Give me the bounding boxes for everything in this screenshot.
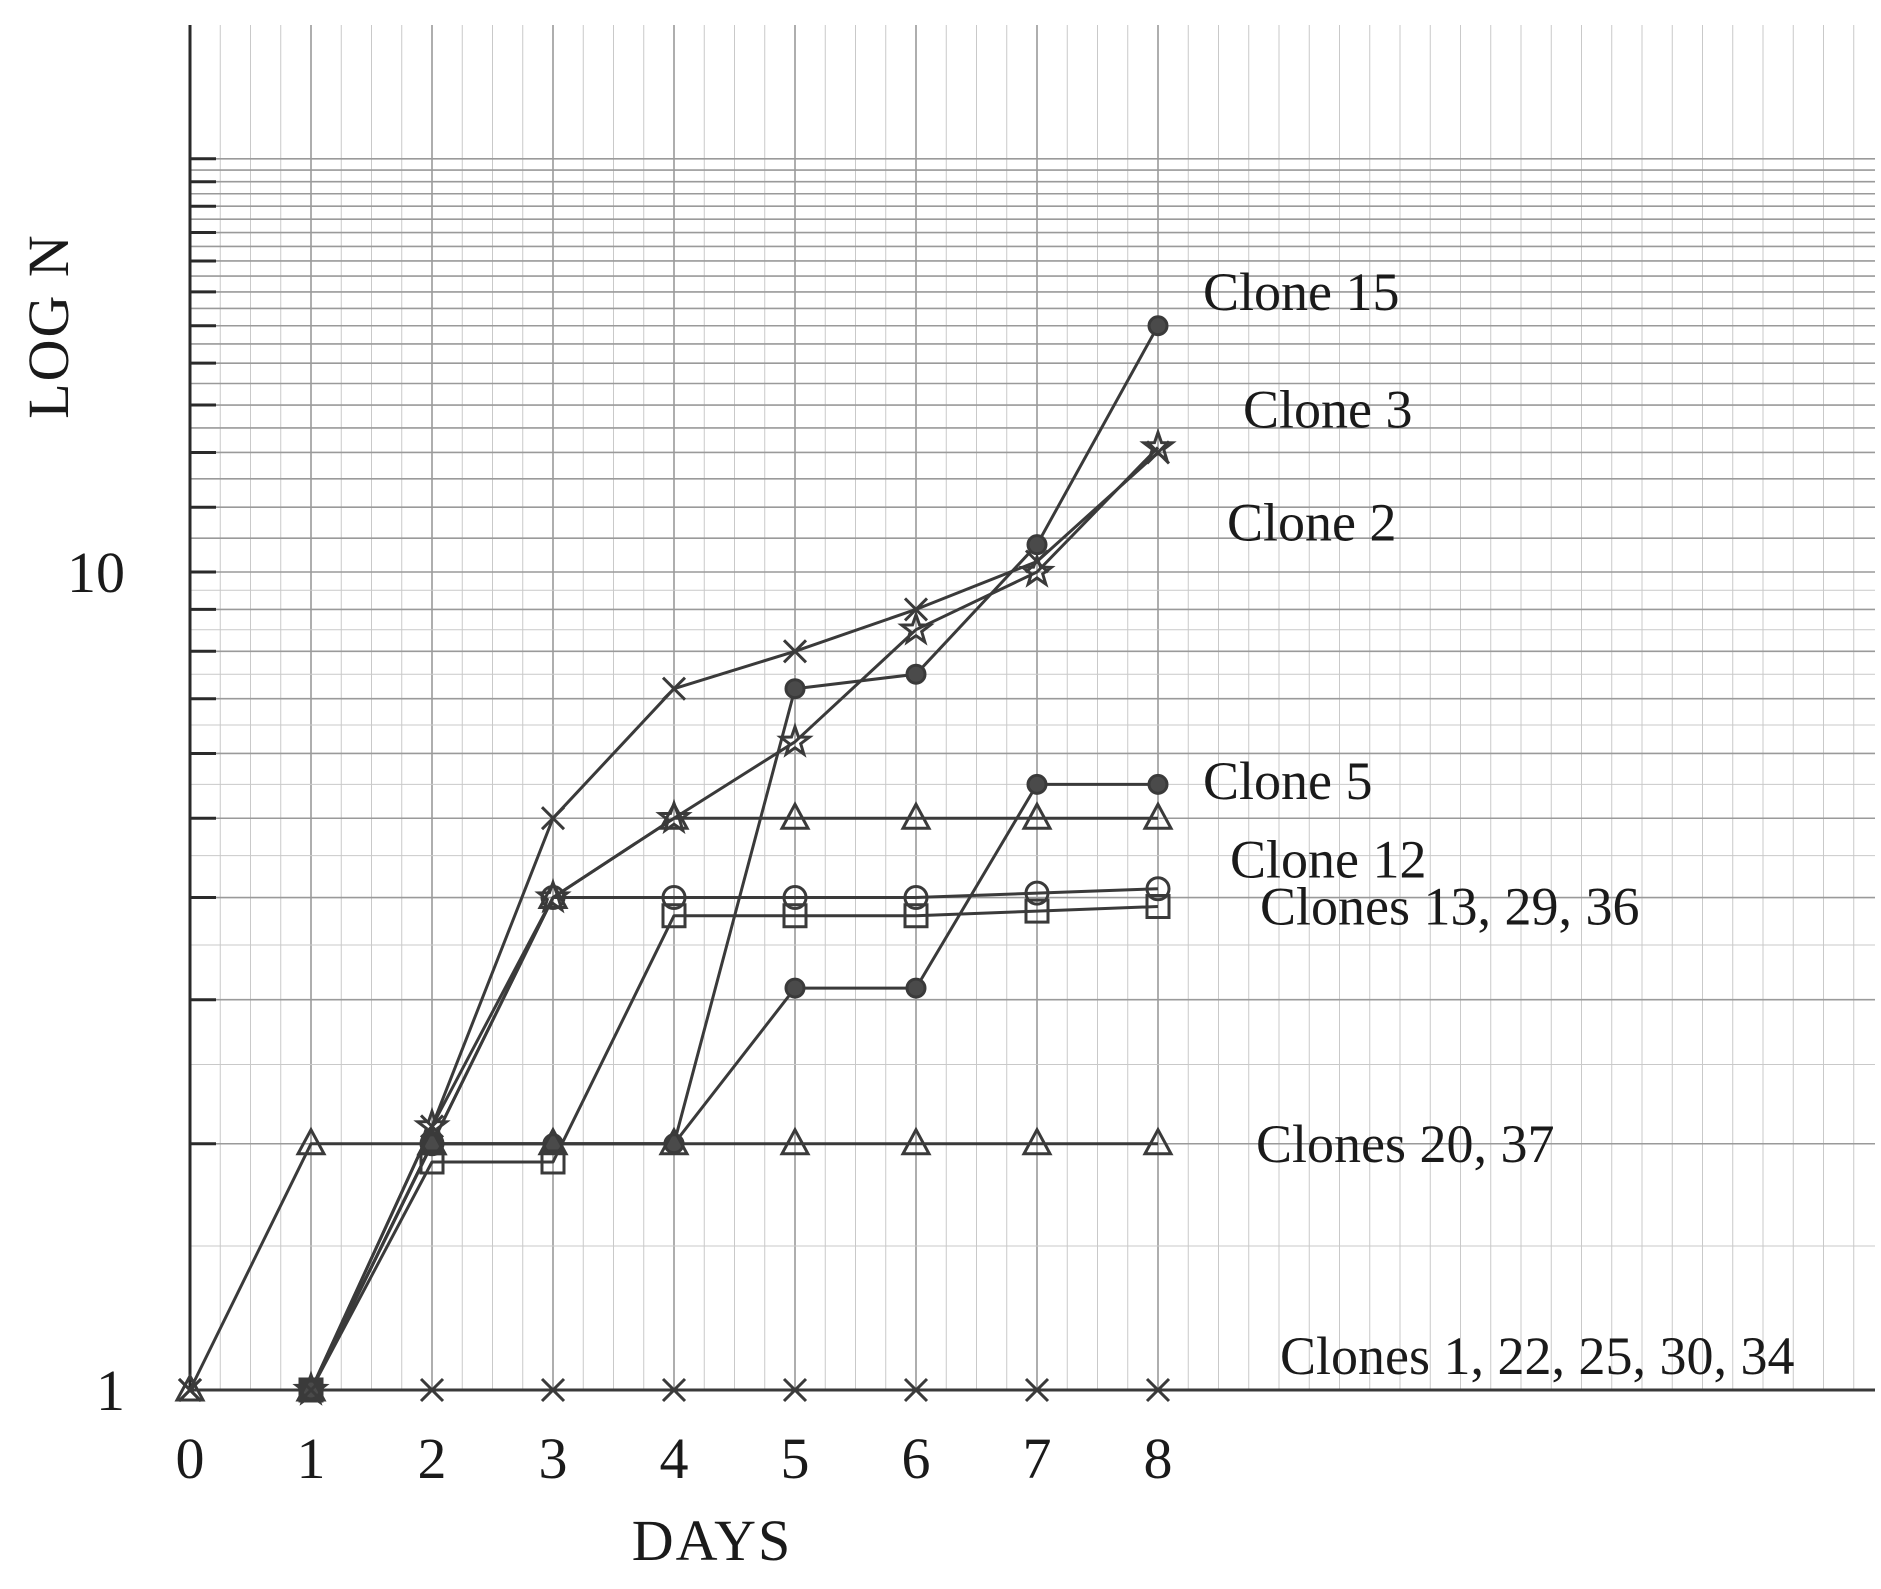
- data-point-x: [903, 597, 929, 622]
- y-tick-label: 10: [67, 540, 125, 605]
- x-tick-label: 5: [781, 1426, 810, 1491]
- data-point-triangle: [537, 1126, 569, 1156]
- x-tick-label: 0: [176, 1426, 205, 1491]
- data-point-x: [1145, 440, 1171, 465]
- axes: [188, 25, 1875, 1392]
- data-point-triangle: [174, 1372, 206, 1402]
- data-point-x: [540, 806, 566, 831]
- data-point-x: [903, 1377, 929, 1403]
- x-axis-title: DAYS: [632, 1508, 793, 1573]
- data-point-circle: [1145, 876, 1171, 902]
- data-point-circle: [540, 885, 566, 911]
- data-point-square: [661, 903, 687, 929]
- x-tick-label: 3: [539, 1426, 568, 1491]
- data-point-triangle: [1142, 801, 1174, 830]
- data-point-triangle: [416, 1126, 448, 1156]
- series-line: [309, 446, 1160, 1391]
- data-point-triangle: [900, 801, 932, 830]
- data-point-circle: [903, 885, 929, 911]
- x-tick-label: 4: [660, 1426, 689, 1491]
- data-point-dot: [1026, 773, 1048, 795]
- data-point-triangle: [658, 1126, 690, 1156]
- y-tick-label: 1: [96, 1358, 125, 1423]
- data-point-x: [1024, 549, 1050, 574]
- data-point-x: [1024, 1377, 1050, 1403]
- data-point-square: [540, 1149, 566, 1175]
- series-markers: [174, 315, 1177, 1406]
- series-label: Clone 3: [1243, 379, 1413, 439]
- series-label: Clones 20, 37: [1256, 1114, 1555, 1174]
- data-point-x: [298, 1377, 324, 1403]
- x-tick-label: 2: [418, 1426, 447, 1491]
- data-point-x: [540, 1377, 566, 1403]
- data-point-dot: [1026, 534, 1048, 556]
- data-point-dot: [905, 663, 927, 685]
- data-point-circle: [661, 885, 687, 911]
- data-point-x: [1145, 1377, 1171, 1403]
- data-point-dot: [1147, 315, 1169, 337]
- x-tick-label: 8: [1144, 1426, 1173, 1491]
- data-point-square: [1145, 894, 1171, 920]
- data-point-triangle: [1021, 801, 1053, 830]
- data-point-triangle: [779, 1126, 811, 1156]
- series-lines: [188, 325, 1875, 1392]
- data-point-triangle: [779, 801, 811, 830]
- series-line: [309, 887, 1159, 1391]
- data-point-x: [661, 676, 687, 701]
- data-point-x: [782, 1377, 808, 1403]
- data-point-x: [177, 1377, 203, 1403]
- data-point-triangle: [295, 1126, 327, 1156]
- series-label: Clone 5: [1203, 751, 1373, 811]
- data-point-circle: [1024, 880, 1050, 906]
- data-point-square: [298, 1377, 324, 1403]
- data-point-square: [419, 1149, 445, 1175]
- y-axis-title: LOG N: [16, 233, 81, 419]
- data-point-triangle: [1142, 1126, 1174, 1156]
- data-point-x: [782, 639, 808, 664]
- series-line: [309, 905, 1159, 1391]
- data-point-square: [1024, 898, 1050, 924]
- data-point-triangle: [1021, 1126, 1053, 1156]
- data-point-dot: [905, 977, 927, 999]
- data-point-circle: [782, 885, 808, 911]
- series-label: Clones 13, 29, 36: [1260, 877, 1640, 937]
- data-point-triangle: [900, 1126, 932, 1156]
- data-point-star: [897, 610, 935, 646]
- series-label: Clone 12: [1230, 830, 1427, 890]
- data-point-dot: [784, 678, 806, 700]
- data-point-square: [782, 903, 808, 929]
- x-tick-label: 7: [1023, 1426, 1052, 1491]
- data-point-x: [661, 1377, 687, 1403]
- series-label: Clone 15: [1203, 262, 1400, 322]
- data-point-dot: [784, 977, 806, 999]
- x-tick-label: 1: [297, 1426, 326, 1491]
- x-tick-label: 6: [902, 1426, 931, 1491]
- data-point-star: [1018, 552, 1056, 588]
- data-point-square: [903, 903, 929, 929]
- data-point-star: [776, 722, 814, 758]
- grid-lines: [189, 25, 1875, 1391]
- data-point-x: [419, 1377, 445, 1403]
- series-label: Clone 2: [1227, 492, 1397, 552]
- series-label: Clones 1, 22, 25, 30, 34: [1280, 1326, 1795, 1386]
- data-point-triangle: [658, 801, 690, 830]
- data-point-dot: [1147, 773, 1169, 795]
- data-point-star: [655, 798, 693, 835]
